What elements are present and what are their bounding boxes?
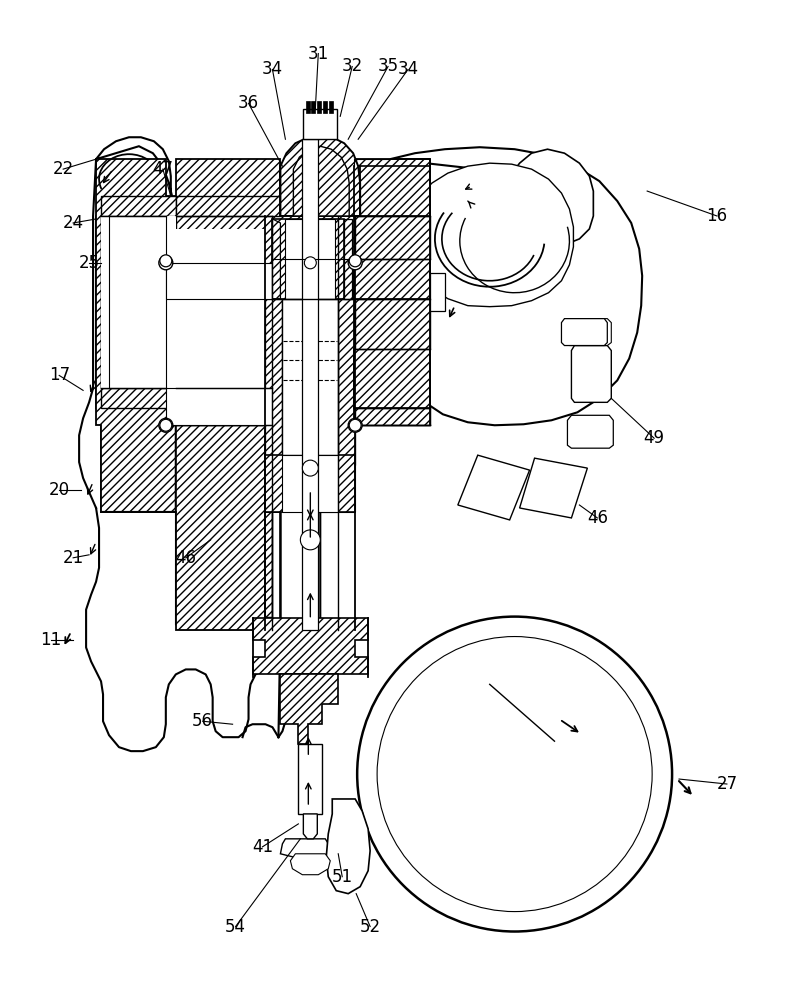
Polygon shape xyxy=(290,854,330,875)
Polygon shape xyxy=(303,814,317,839)
Polygon shape xyxy=(355,216,430,259)
Polygon shape xyxy=(281,674,338,744)
Polygon shape xyxy=(388,147,642,425)
Polygon shape xyxy=(252,618,368,674)
Polygon shape xyxy=(96,216,281,630)
Text: 27: 27 xyxy=(716,775,737,793)
Circle shape xyxy=(160,255,172,267)
Polygon shape xyxy=(458,455,530,520)
Text: 52: 52 xyxy=(359,918,380,936)
Polygon shape xyxy=(101,216,176,388)
Polygon shape xyxy=(354,349,430,408)
Polygon shape xyxy=(561,319,607,346)
Polygon shape xyxy=(354,166,430,216)
Text: 34: 34 xyxy=(397,60,418,78)
Polygon shape xyxy=(344,219,352,299)
Polygon shape xyxy=(338,299,355,465)
Polygon shape xyxy=(101,216,165,388)
Polygon shape xyxy=(303,139,318,630)
Polygon shape xyxy=(165,263,272,299)
Polygon shape xyxy=(355,408,430,425)
Text: 34: 34 xyxy=(262,60,283,78)
Text: 17: 17 xyxy=(49,366,70,384)
Text: 11: 11 xyxy=(41,631,62,649)
Polygon shape xyxy=(176,196,281,216)
Circle shape xyxy=(300,530,320,550)
Circle shape xyxy=(350,255,361,267)
Circle shape xyxy=(159,256,173,270)
Text: 21: 21 xyxy=(62,549,84,567)
Polygon shape xyxy=(165,388,272,425)
Text: 25: 25 xyxy=(79,254,100,272)
Polygon shape xyxy=(298,744,322,814)
Polygon shape xyxy=(505,149,594,247)
Text: 32: 32 xyxy=(341,57,363,75)
Polygon shape xyxy=(326,799,370,894)
Text: 51: 51 xyxy=(332,868,353,886)
Polygon shape xyxy=(282,455,338,512)
Text: 56: 56 xyxy=(192,712,213,730)
Polygon shape xyxy=(265,455,355,512)
Circle shape xyxy=(159,418,173,432)
Text: 49: 49 xyxy=(644,429,665,447)
Polygon shape xyxy=(101,388,176,408)
Polygon shape xyxy=(272,219,281,299)
Text: 47: 47 xyxy=(152,160,174,178)
Text: 36: 36 xyxy=(238,94,259,112)
Polygon shape xyxy=(101,216,176,388)
Polygon shape xyxy=(281,135,360,216)
Polygon shape xyxy=(282,299,338,455)
Circle shape xyxy=(304,257,316,269)
Circle shape xyxy=(357,617,672,932)
Polygon shape xyxy=(572,346,611,402)
Polygon shape xyxy=(307,101,311,113)
Text: 54: 54 xyxy=(225,918,246,936)
Circle shape xyxy=(303,460,318,476)
Polygon shape xyxy=(568,415,613,448)
Text: 20: 20 xyxy=(49,481,70,499)
Polygon shape xyxy=(329,101,333,113)
Polygon shape xyxy=(303,109,337,139)
Polygon shape xyxy=(568,319,611,346)
Circle shape xyxy=(348,256,363,270)
Polygon shape xyxy=(354,259,430,299)
Polygon shape xyxy=(324,101,328,113)
Polygon shape xyxy=(430,273,445,311)
Text: 24: 24 xyxy=(62,214,84,232)
Circle shape xyxy=(348,418,363,432)
Polygon shape xyxy=(272,219,344,299)
Text: 46: 46 xyxy=(175,549,196,567)
Polygon shape xyxy=(311,101,315,113)
Polygon shape xyxy=(96,137,430,299)
Text: 41: 41 xyxy=(252,838,273,856)
Circle shape xyxy=(377,637,652,912)
Polygon shape xyxy=(355,299,430,349)
Polygon shape xyxy=(96,159,430,630)
Polygon shape xyxy=(317,101,321,113)
Polygon shape xyxy=(109,216,165,388)
Polygon shape xyxy=(281,839,330,864)
Text: 16: 16 xyxy=(706,207,727,225)
Text: 35: 35 xyxy=(377,57,399,75)
Text: 31: 31 xyxy=(307,45,329,63)
Polygon shape xyxy=(285,219,335,299)
Circle shape xyxy=(350,419,361,431)
Polygon shape xyxy=(101,216,165,388)
Polygon shape xyxy=(294,146,350,216)
Polygon shape xyxy=(101,196,176,216)
Polygon shape xyxy=(410,163,573,307)
Text: 22: 22 xyxy=(53,160,74,178)
Polygon shape xyxy=(265,299,282,465)
Polygon shape xyxy=(176,229,265,388)
Polygon shape xyxy=(520,458,587,518)
Text: 46: 46 xyxy=(587,509,607,527)
Polygon shape xyxy=(176,408,281,425)
Circle shape xyxy=(160,419,172,431)
